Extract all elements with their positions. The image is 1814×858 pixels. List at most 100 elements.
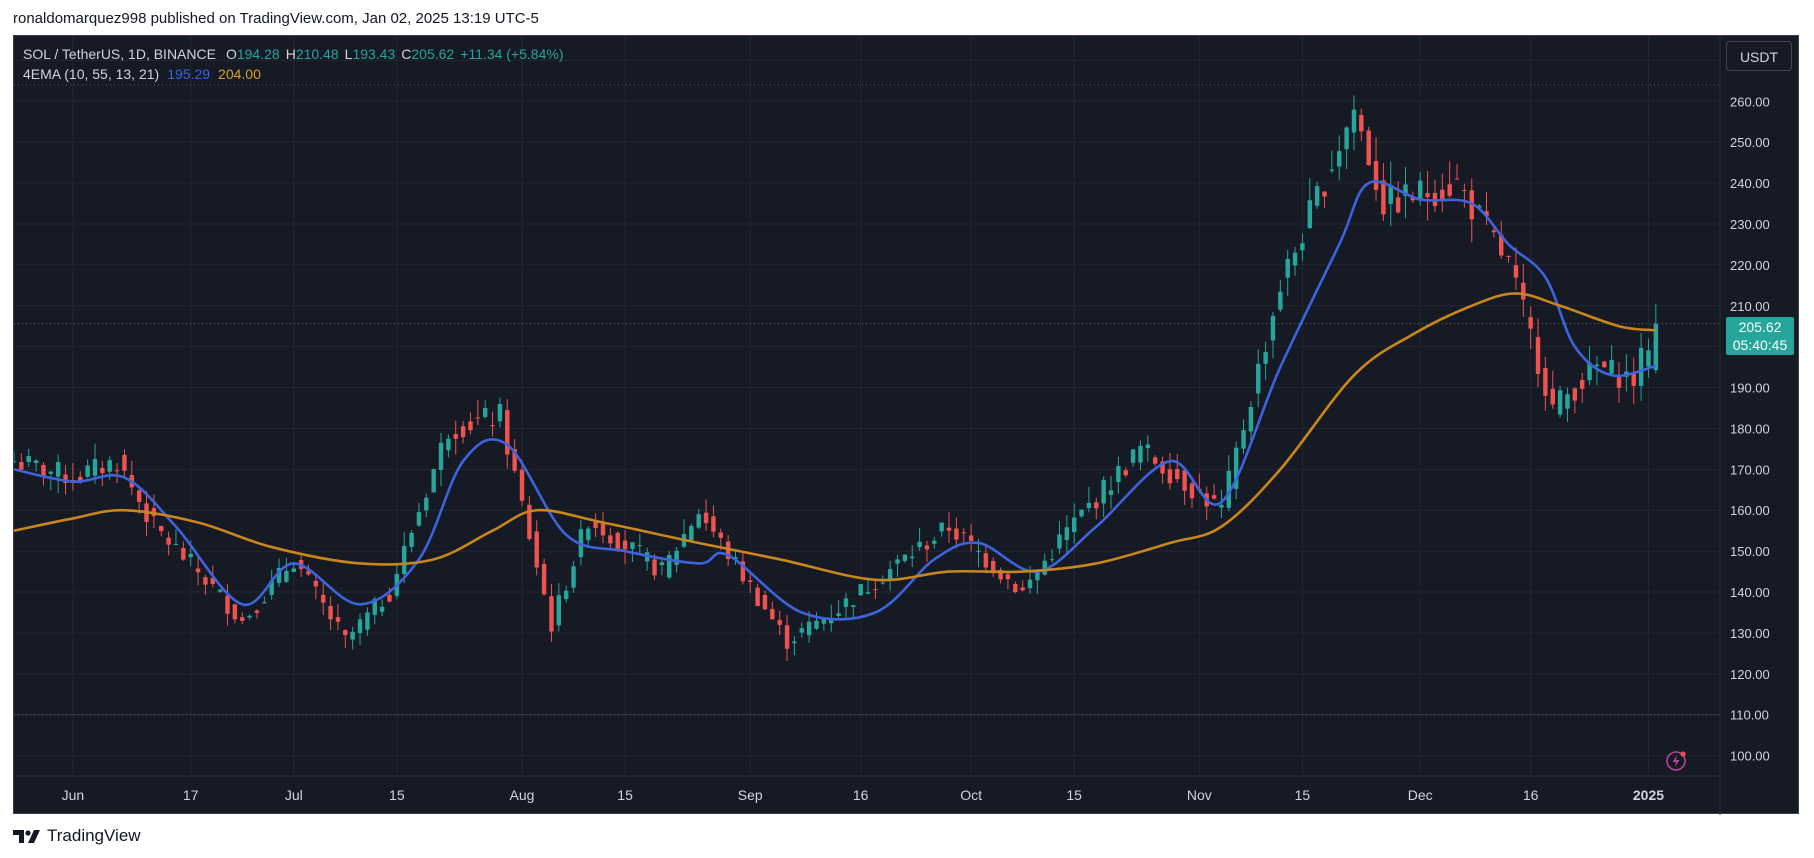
tradingview-logo-icon [13,830,40,843]
symbol-label[interactable]: SOL / TetherUS, 1D, BINANCE [23,46,216,62]
candle-body [932,540,937,544]
low-value: 193.43 [352,46,396,62]
y-tick-label: 180.00 [1730,421,1770,436]
candle-body [541,563,547,595]
candle-body [1300,243,1305,251]
candle-body [1101,479,1106,504]
candle-body [1410,196,1416,201]
candle-body [563,590,569,599]
candle-body [836,613,841,616]
close-value: 205.62 [411,46,455,62]
candle-body [1160,461,1165,474]
x-tick-label: 17 [183,787,199,803]
candle-body [858,584,863,596]
x-tick-label: Aug [510,787,535,803]
open-label: O [225,46,237,62]
candle-body [372,598,377,615]
candle-body [33,460,39,464]
candle-body [998,570,1003,580]
candle-body [1359,114,1364,132]
publish-caption: ronaldomarquez998 published on TradingVi… [13,10,539,27]
candle-body [416,512,422,526]
candle-body [1219,504,1224,508]
candle-body [1042,560,1047,575]
candle-body [1344,127,1349,150]
candle-body [357,619,363,633]
candle-body [718,532,724,538]
candle-body [887,569,893,581]
candle-body [181,548,186,560]
candle-body [821,618,827,624]
chart-frame[interactable]: 100.00 110.00 120.00 130.00 140.00 150.00 160.… [13,35,1800,815]
lightning-alert-icon[interactable] [1664,749,1688,773]
x-tick-label: 2025 [1633,787,1664,803]
candle-body [843,598,849,607]
indicator-label[interactable]: 4EMA (10, 55, 13, 21) [23,66,160,82]
candle-body [1189,483,1195,499]
candle-body [703,512,709,524]
candle-body [519,469,525,501]
candle-body [762,594,768,610]
candle-body [41,464,46,476]
candle-body [92,458,98,476]
candle-body [438,442,444,470]
candle-body [114,470,120,472]
candle-body [1256,363,1261,394]
candle-body [48,471,54,474]
candle-body [136,490,142,502]
candle-body [1476,205,1482,208]
grid-layer [14,36,1720,776]
candle-body [1403,184,1408,196]
x-tick-label: 15 [617,787,633,803]
candle-body [409,533,414,547]
candle-body [313,580,319,587]
candle-body [490,425,495,427]
candle-body [1351,109,1357,133]
candle-body [895,559,900,564]
x-tick-label: 15 [1295,787,1311,803]
candle-body [1167,469,1173,484]
candle-body [976,550,981,552]
footer-brand[interactable]: TradingView [47,826,141,845]
candle-body [1506,255,1511,257]
candle-body [689,525,694,541]
candle-body [1071,517,1077,533]
last-price-tag: 205.62 05:40:45 [1726,316,1794,355]
candle-body [674,550,679,565]
currency-button[interactable]: USDT [1726,41,1792,71]
candle-body [1094,502,1099,509]
candle-body [1292,252,1298,266]
x-tick-label: Nov [1187,787,1212,803]
change-value: +11.34 (+5.84%) [460,46,564,62]
candle-body [1550,388,1555,405]
candle-body [1557,390,1563,415]
candle-body [586,528,591,541]
y-tick-label: 130.00 [1730,626,1770,641]
candle-body [1005,574,1011,580]
candle-body [173,543,179,545]
candle-body [254,610,260,613]
candle-body [1616,377,1622,388]
y-tick-label: 230.00 [1730,217,1770,232]
chart-canvas[interactable]: 100.00 110.00 120.00 130.00 140.00 150.00 160.… [14,36,1800,815]
candle-body [740,561,746,582]
chart-legend: SOL / TetherUS, 1D, BINANCE O194.28 H210.4… [23,44,569,84]
candle-body [622,540,628,550]
candle-body [497,404,503,422]
candle-body [1307,200,1312,229]
x-tick-label: 16 [853,787,869,803]
low-label: L [344,46,353,62]
candle-body [902,554,908,561]
candle-body [1462,190,1467,192]
candle-body [107,460,112,472]
candle-body [792,641,797,644]
candle-body [1484,211,1489,217]
candle-body [1646,350,1651,367]
y-tick-label: 250.00 [1730,135,1770,150]
candle-body [402,545,407,574]
candle-body [1123,470,1128,476]
candle-body [1425,193,1430,197]
candle-body [880,582,885,584]
candle-body [608,535,613,544]
candle-body [1248,407,1254,432]
